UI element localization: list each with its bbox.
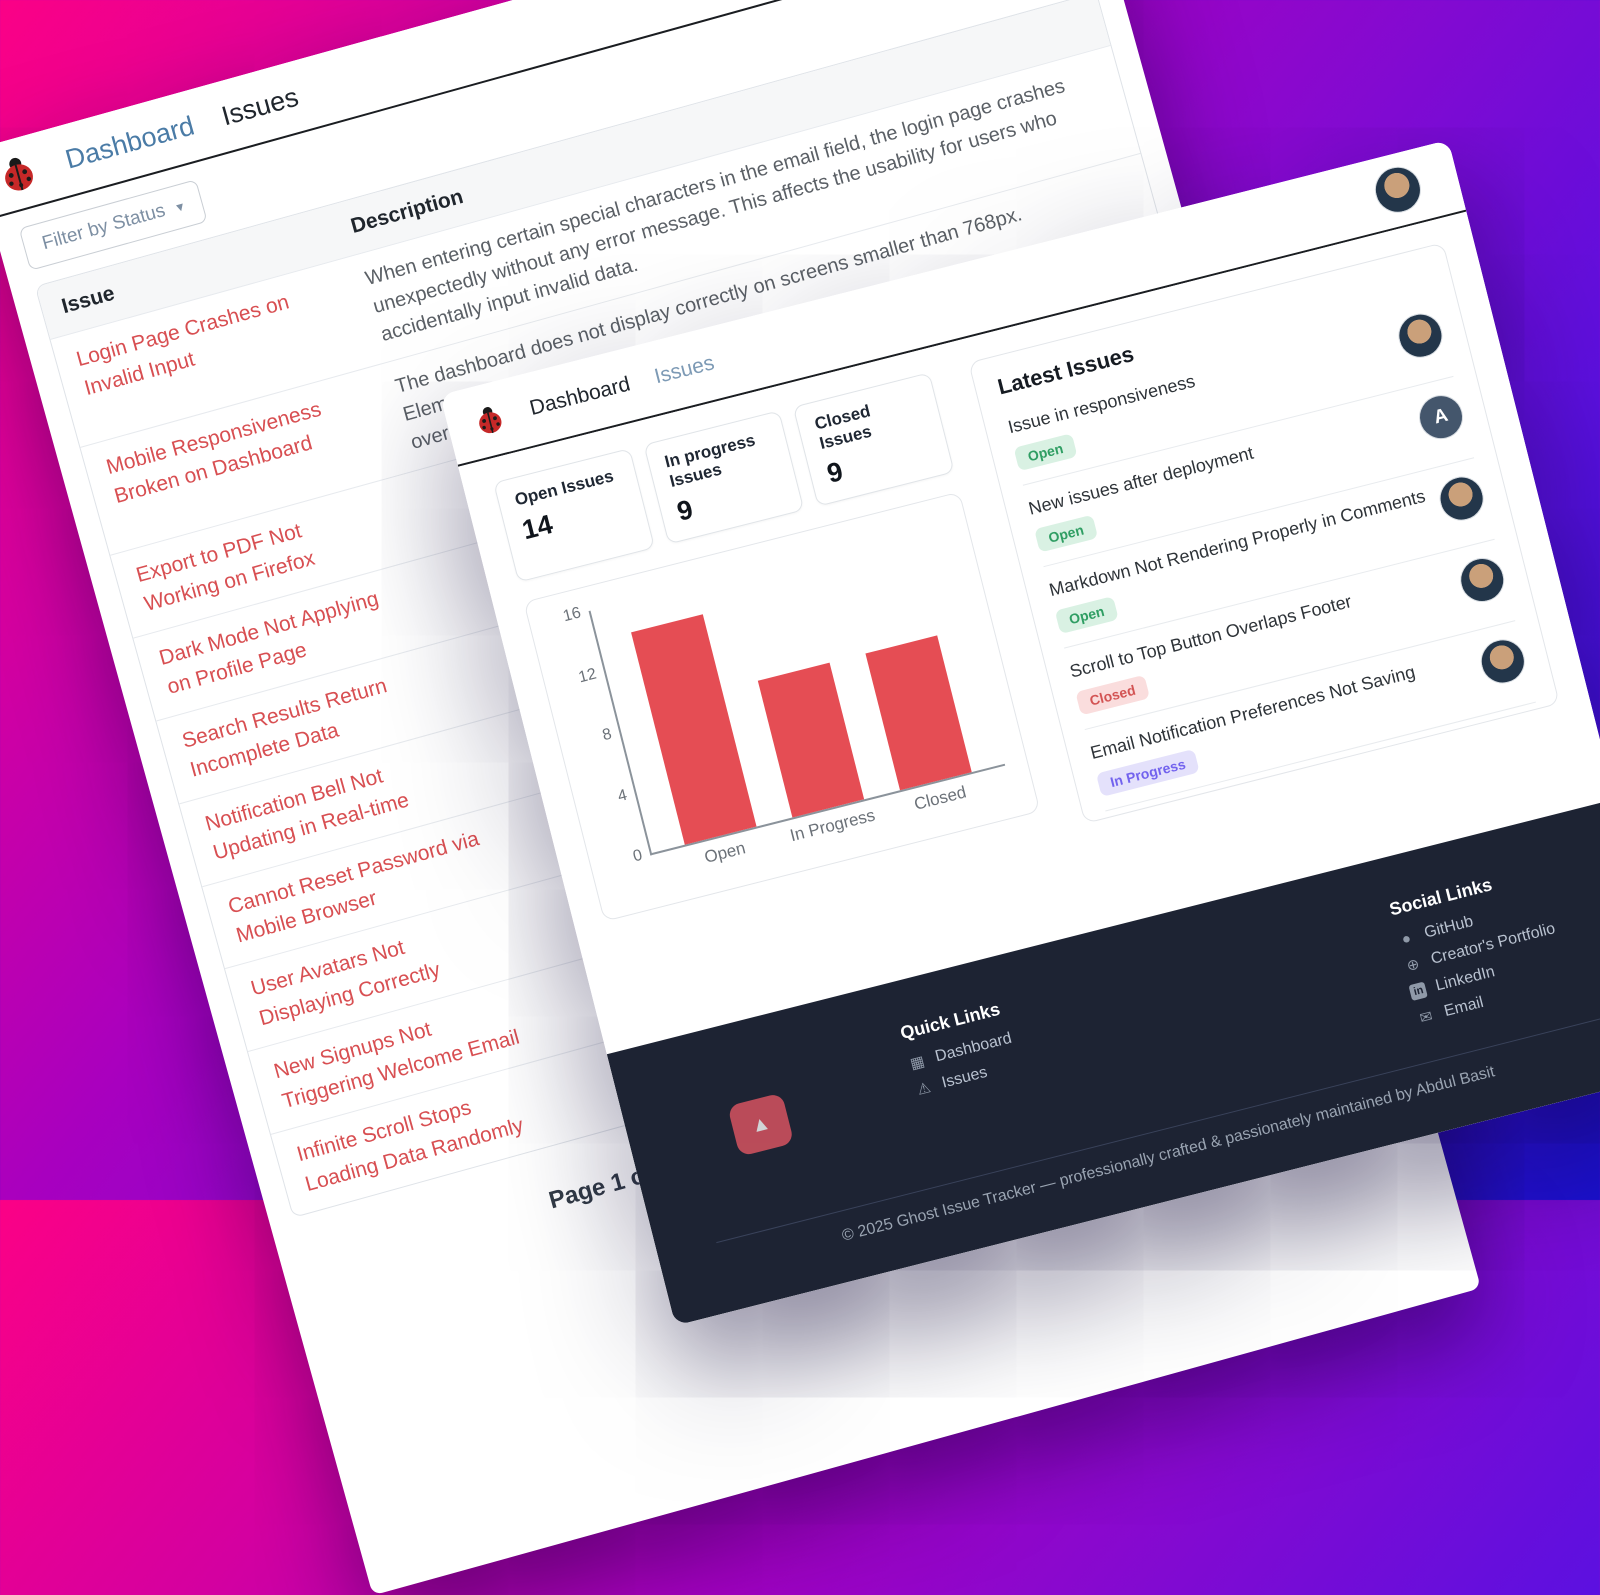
link-icon: ▦: [908, 1052, 927, 1073]
x-axis-category-label: Closed: [912, 782, 969, 814]
issues-page-window: Dashboard Issues Filter by Status ▾ Issu…: [0, 0, 1356, 1219]
dashboard-page-window: Dashboard Issues Open Issues 14 In progr…: [440, 139, 1600, 1326]
status-badge: Open: [1013, 433, 1078, 472]
stat-card: Open Issues 14: [493, 448, 655, 583]
issues-bar-chart: 0 4 8 12 16 Open In Progress Closed: [561, 521, 1006, 867]
bar-group: Closed: [865, 635, 972, 814]
bar-group: Open: [631, 614, 757, 867]
y-axis-tick-label: 16: [561, 604, 583, 626]
ladybug-logo-icon[interactable]: [470, 400, 509, 439]
status-badge: Open: [1034, 514, 1098, 553]
bar-closed: [865, 635, 972, 791]
avatar: [1434, 471, 1489, 526]
bar-group: In Progress: [757, 662, 877, 845]
link-icon: ⊕: [1404, 955, 1422, 976]
quick-links-section: Quick Links ▦ Dashboard ⚠ Issues: [898, 998, 1036, 1161]
status-badge: Closed: [1075, 674, 1150, 716]
user-avatar[interactable]: [1369, 161, 1426, 218]
ladybug-logo-icon[interactable]: [0, 149, 43, 198]
avatar: [1455, 553, 1509, 607]
footer-link-label: LinkedIn: [1433, 963, 1497, 995]
back-nav-dashboard-link[interactable]: Dashboard: [62, 109, 198, 175]
front-nav-dashboard-link[interactable]: Dashboard: [527, 372, 633, 420]
stat-card: Closed Issues 9: [793, 372, 955, 507]
latest-issues-panel: Latest Issues Issue in responsiveness Op…: [968, 242, 1560, 824]
social-links-section: Social Links ● GitHub ⊕ Creator's Portfo…: [1387, 862, 1572, 1037]
link-icon: ✉: [1418, 1007, 1435, 1028]
link-icon: ●: [1399, 929, 1413, 948]
footer-link-label: Issues: [940, 1063, 990, 1092]
bar-open: [631, 614, 757, 845]
avatar: [1393, 308, 1448, 363]
status-badge: Open: [1054, 596, 1119, 635]
y-axis-tick-label: 12: [576, 664, 599, 686]
footer-link-label: Email: [1442, 993, 1486, 1021]
footer-link-label: GitHub: [1422, 912, 1475, 942]
front-navbar: Dashboard Issues: [440, 139, 1467, 467]
avatar: A: [1414, 390, 1468, 444]
avatar: [1476, 634, 1530, 689]
link-icon: ⚠: [915, 1079, 933, 1099]
filter-label: Filter by Status: [39, 200, 168, 255]
chevron-down-icon: ▾: [174, 197, 186, 215]
back-nav-issues-link[interactable]: Issues: [218, 81, 302, 131]
back-navbar: Dashboard Issues: [0, 0, 1100, 220]
front-nav-issues-link[interactable]: Issues: [652, 351, 717, 389]
stat-card: In progress Issues 9: [643, 410, 805, 545]
link-icon: in: [1408, 981, 1429, 1001]
dashboard-left-column: Open Issues 14 In progress Issues 9 Clos…: [493, 372, 1072, 1047]
bar-in-progress: [757, 662, 865, 818]
bars-area: Open In Progress Closed: [591, 521, 1005, 867]
x-axis-category-label: Open: [702, 838, 748, 867]
